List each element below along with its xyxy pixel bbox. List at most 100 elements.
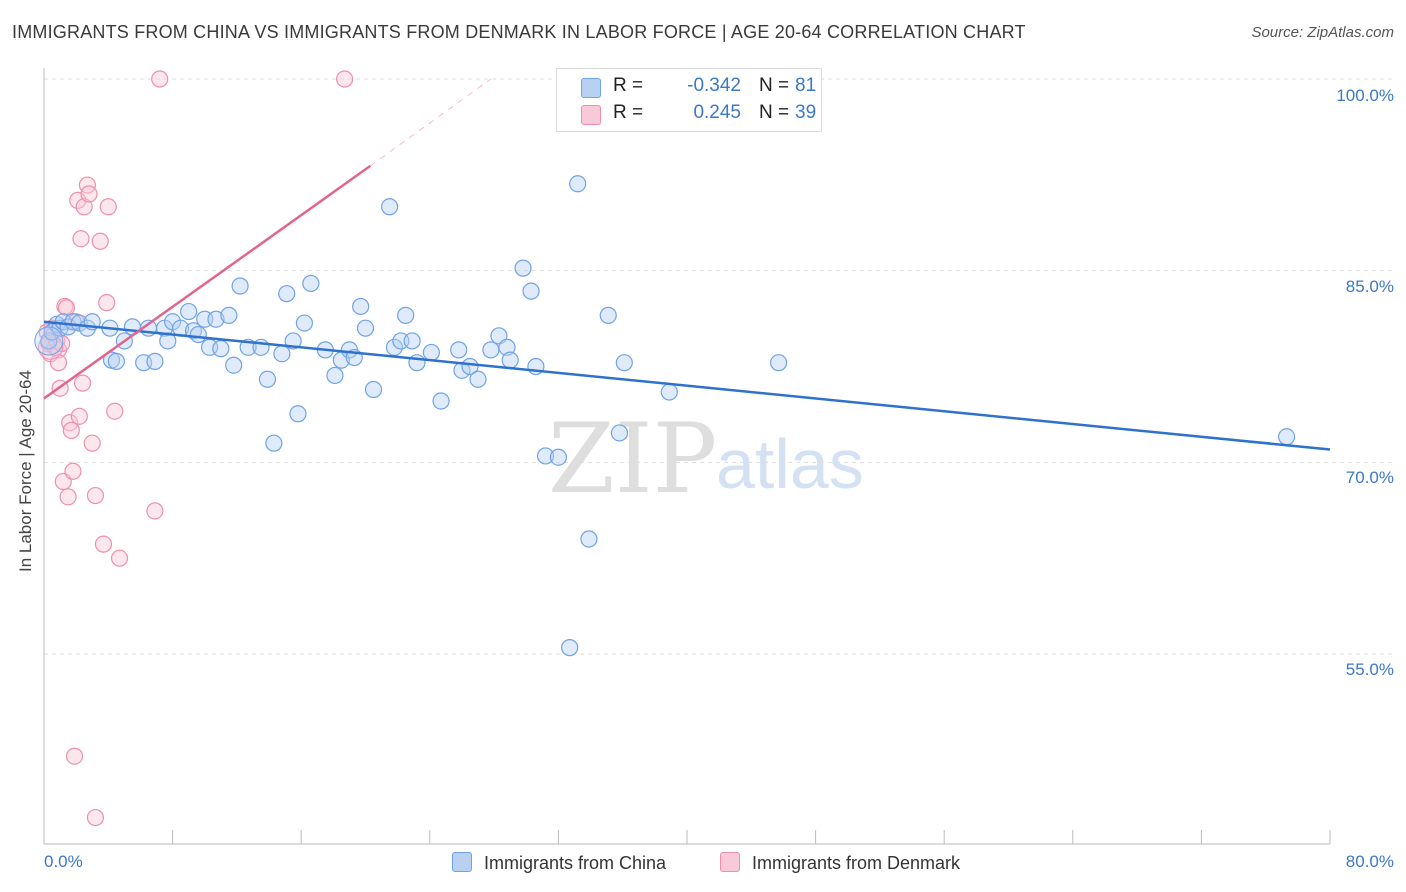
denmark-point-21 xyxy=(73,374,92,392)
watermark-atlas: atlas xyxy=(716,425,864,503)
china-legend-swatch xyxy=(452,852,472,872)
china-point-50 xyxy=(381,198,399,216)
gridlines xyxy=(44,78,1394,655)
axes xyxy=(43,68,1331,845)
china-point-39 xyxy=(289,405,307,423)
china-point-53 xyxy=(397,306,415,324)
denmark-legend-swatch xyxy=(720,852,740,872)
china-point-62 xyxy=(482,341,500,359)
china-point-78 xyxy=(770,354,788,372)
denmark-point-33 xyxy=(146,502,164,520)
bottom-legend-denmark: Immigrants from Denmark xyxy=(720,852,960,874)
china-point-64 xyxy=(498,338,516,356)
china-point-67 xyxy=(522,282,540,300)
china-point-22 xyxy=(180,302,198,321)
chart-title: IMMIGRANTS FROM CHINA VS IMMIGRANTS FROM… xyxy=(12,22,1026,42)
china-point-27 xyxy=(207,310,225,328)
denmark-trend-extension xyxy=(370,78,492,167)
y-axis-label: In Labor Force | Age 20-64 xyxy=(16,370,35,572)
source-label: Source: ZipAtlas.com xyxy=(1251,24,1394,41)
china-r-value: -0.342 xyxy=(687,75,741,96)
china-point-57 xyxy=(432,392,450,410)
denmark-point-37 xyxy=(86,808,105,827)
china-point-36 xyxy=(273,345,291,363)
china-point-75 xyxy=(610,424,629,442)
denmark-point-12 xyxy=(57,299,76,317)
denmark-point-28 xyxy=(94,535,113,553)
china-swatch xyxy=(581,78,601,98)
china-point-76 xyxy=(615,354,633,372)
china-point-71 xyxy=(561,639,579,657)
denmark-point-26 xyxy=(86,486,105,505)
china-point-77 xyxy=(660,383,678,401)
china-point-58 xyxy=(450,341,468,359)
denmark-n-label: N = xyxy=(759,102,790,123)
denmark-r-value: 0.245 xyxy=(693,102,741,123)
china-point-17 xyxy=(146,352,164,370)
denmark-point-34 xyxy=(151,70,169,88)
china-point-43 xyxy=(326,366,344,385)
china-point-65 xyxy=(501,351,519,369)
china-point-40 xyxy=(295,314,314,332)
denmark-r-label: R = xyxy=(613,102,644,123)
y-tick-85: 85.0% xyxy=(1345,277,1394,296)
trend-lines xyxy=(43,78,1331,451)
china-cluster-point xyxy=(34,326,64,356)
denmark-points xyxy=(37,70,354,827)
denmark-point-27 xyxy=(91,232,109,250)
denmark-point-19 xyxy=(70,407,88,425)
china-r-label: R = xyxy=(613,75,644,96)
denmark-point-29 xyxy=(98,294,116,312)
watermark: ZIP atlas xyxy=(548,403,864,515)
china-point-34 xyxy=(258,370,277,388)
denmark-point-13 xyxy=(59,488,77,506)
china-point-35 xyxy=(265,434,283,452)
china-point-31 xyxy=(231,277,249,295)
china-point-51 xyxy=(385,338,404,356)
china-point-54 xyxy=(403,332,421,350)
denmark-point-30 xyxy=(99,198,117,216)
denmark-point-24 xyxy=(80,185,98,203)
denmark-legend-label: Immigrants from Denmark xyxy=(752,853,961,873)
denmark-swatch xyxy=(581,105,601,125)
y-tick-55: 55.0% xyxy=(1345,660,1394,679)
bottom-legend-china: Immigrants from China xyxy=(452,852,666,874)
watermark-zip: ZIP xyxy=(548,403,717,515)
china-point-37 xyxy=(278,285,296,303)
china-point-70 xyxy=(549,448,568,466)
china-point-56 xyxy=(422,343,441,362)
china-trend-line xyxy=(43,320,1331,451)
china-point-0 xyxy=(40,332,58,350)
denmark-point-15 xyxy=(62,421,80,439)
denmark-point-32 xyxy=(110,549,129,567)
china-point-24 xyxy=(189,325,207,344)
china-point-47 xyxy=(352,297,370,316)
denmark-point-16 xyxy=(64,462,82,480)
china-point-41 xyxy=(302,274,320,293)
denmark-point-20 xyxy=(72,230,90,248)
china-point-29 xyxy=(220,306,238,324)
denmark-trend-line xyxy=(43,164,372,400)
denmark-point-31 xyxy=(106,402,124,420)
denmark-point-35 xyxy=(336,70,354,88)
china-point-28 xyxy=(212,340,230,358)
stats-legend: R = -0.342 N = 81 R = 0.245 N = 39 xyxy=(556,68,822,132)
china-point-61 xyxy=(469,370,487,388)
china-point-49 xyxy=(364,380,383,399)
china-legend-label: Immigrants from China xyxy=(484,853,667,873)
china-n-value: 81 xyxy=(795,75,817,96)
denmark-point-25 xyxy=(83,434,101,452)
denmark-point-22 xyxy=(75,198,93,216)
x-tick-max: 80.0% xyxy=(1345,852,1394,871)
china-point-30 xyxy=(225,356,243,374)
china-point-74 xyxy=(599,306,617,324)
china-n-label: N = xyxy=(759,75,790,96)
china-point-79 xyxy=(1277,428,1296,446)
china-point-66 xyxy=(514,259,532,277)
y-tick-100: 100.0% xyxy=(1336,86,1394,105)
denmark-n-value: 39 xyxy=(795,102,817,123)
china-point-73 xyxy=(580,530,598,548)
china-point-48 xyxy=(356,319,375,337)
x-tick-min: 0.0% xyxy=(44,852,83,871)
